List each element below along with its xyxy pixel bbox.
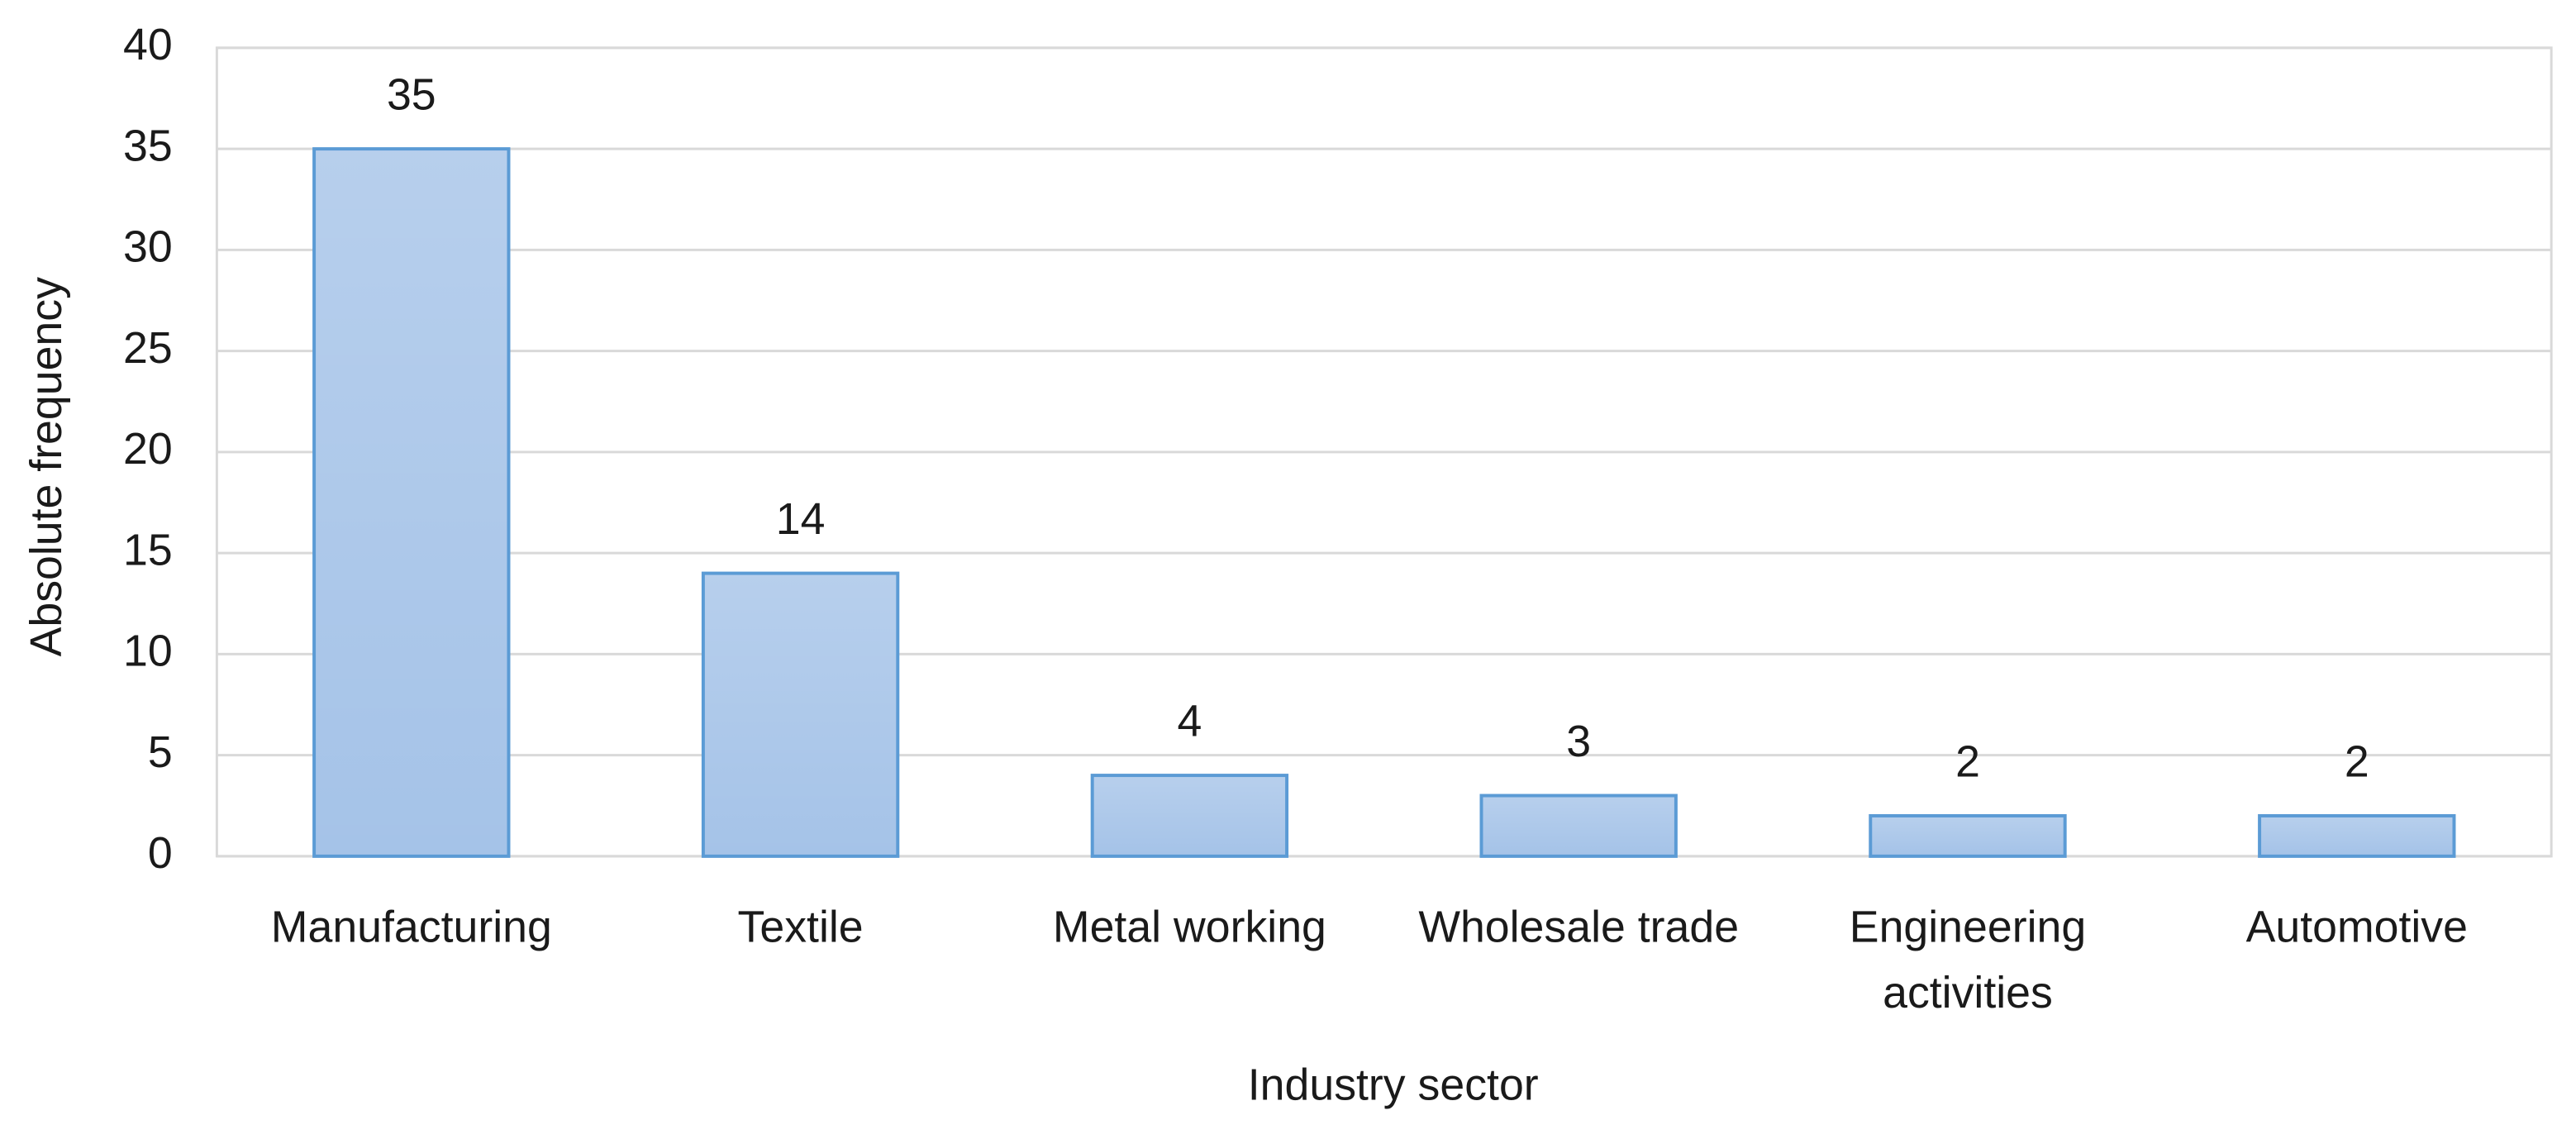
bar-shade — [704, 574, 897, 855]
bar-shade — [1093, 777, 1286, 855]
bar-shade — [2261, 817, 2453, 855]
bar-shade — [1483, 797, 1674, 855]
y-tick-label: 35 — [123, 121, 173, 170]
data-label: 3 — [1566, 717, 1591, 766]
y-tick-label: 25 — [123, 323, 173, 373]
data-label: 14 — [776, 494, 826, 544]
x-tick-label: Manufacturing — [271, 903, 552, 952]
y-tick-label: 5 — [148, 727, 173, 777]
bar-shade — [1872, 817, 2064, 855]
y-tick-label: 0 — [148, 828, 173, 878]
y-axis-title: Absolute frequency — [21, 277, 71, 657]
data-label: 2 — [2345, 737, 2369, 787]
data-label: 4 — [1177, 697, 1202, 746]
x-tick-label: Textile — [738, 903, 864, 952]
y-tick-label: 10 — [123, 627, 173, 676]
x-tick-label: Engineering activities — [1850, 903, 2086, 1018]
x-tick-label: Metal working — [1053, 903, 1326, 952]
y-tick-label: 30 — [123, 222, 173, 272]
y-tick-label: 15 — [123, 525, 173, 574]
bar-shade — [316, 150, 507, 855]
x-tick-label: Automotive — [2246, 903, 2468, 952]
data-label: 2 — [1955, 737, 1980, 787]
x-axis-title: Industry sector — [1248, 1060, 1539, 1109]
y-tick-label: 20 — [123, 424, 173, 474]
x-tick-label: Wholesale trade — [1418, 903, 1739, 952]
y-tick-label: 40 — [123, 20, 173, 69]
data-label: 35 — [387, 70, 436, 120]
